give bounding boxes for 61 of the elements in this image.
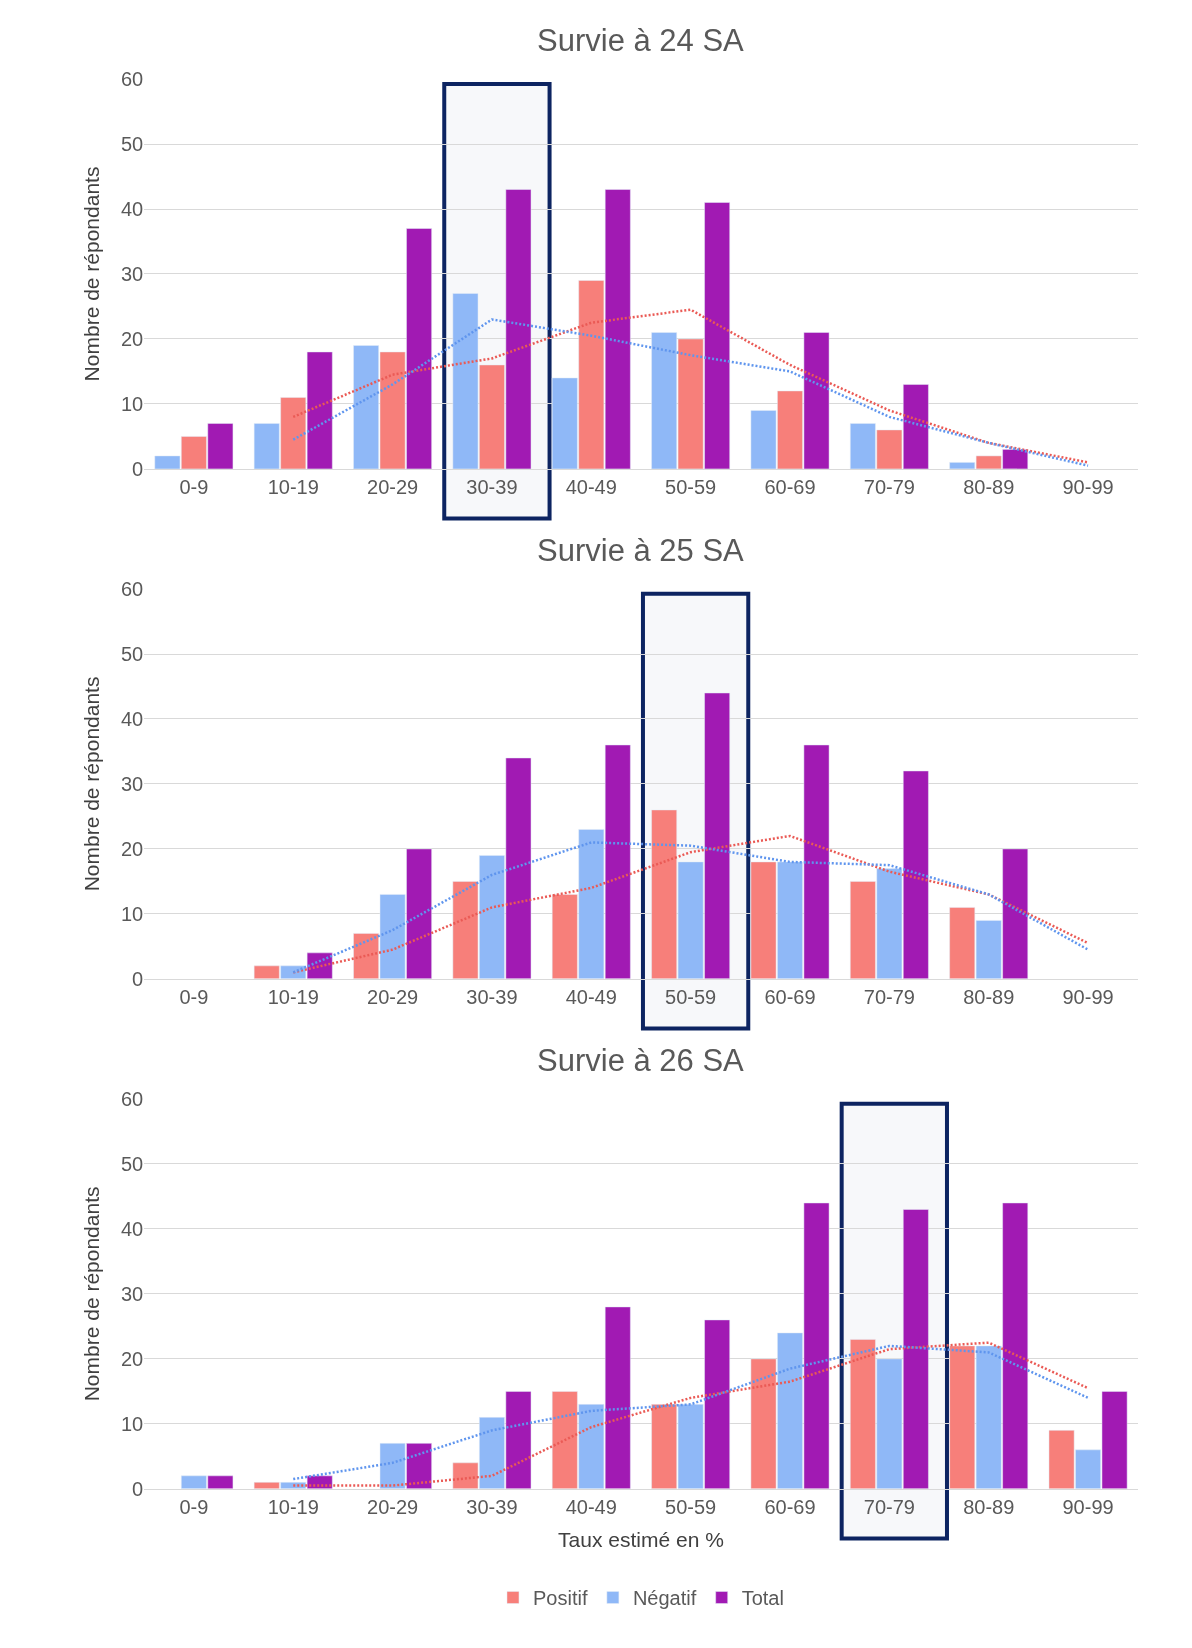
x-tick-label: 30-39 <box>466 985 518 1008</box>
x-tick-label: 40-49 <box>565 985 617 1008</box>
y-tick-label: 60 <box>120 68 144 91</box>
y-tick-label: 30 <box>120 772 144 795</box>
x-tick-label: 20-29 <box>367 475 419 498</box>
y-tick-label: 30 <box>120 1282 144 1305</box>
x-tick-label: 10-19 <box>267 475 319 498</box>
x-tick-label: 0-9 <box>179 475 209 498</box>
x-tick-label: 50-59 <box>665 475 717 498</box>
y-tick-label: 50 <box>120 643 144 666</box>
y-tick-label: 30 <box>120 262 144 285</box>
x-axis-title: Taux estimé en % <box>558 1528 724 1552</box>
y-axis-title: Nombre de répondants <box>80 676 104 892</box>
chart-title: Survie à 24 SA <box>537 23 745 58</box>
x-tick-label: 60-69 <box>764 985 816 1008</box>
y-tick-label: 20 <box>120 1347 144 1370</box>
y-tick-label: 40 <box>120 1217 144 1240</box>
x-tick-label: 30-39 <box>466 1495 518 1518</box>
x-tick-label: 20-29 <box>367 1495 419 1518</box>
x-tick-label: 0-9 <box>179 985 209 1008</box>
x-tick-label: 30-39 <box>466 475 518 498</box>
y-tick-label: 0 <box>132 1477 144 1500</box>
y-tick-label: 10 <box>120 1412 144 1435</box>
y-tick-label: 20 <box>120 327 144 350</box>
x-tick-label: 70-79 <box>863 1495 915 1518</box>
x-tick-label: 50-59 <box>665 985 717 1008</box>
legend-label: Positif <box>532 1587 588 1610</box>
x-tick-label: 60-69 <box>764 475 816 498</box>
chart-title: Survie à 26 SA <box>537 1043 745 1078</box>
x-tick-label: 90-99 <box>1062 1495 1114 1518</box>
x-tick-label: 70-79 <box>863 985 915 1008</box>
y-tick-label: 10 <box>120 392 144 415</box>
chart-title: Survie à 25 SA <box>537 533 745 568</box>
x-tick-label: 70-79 <box>863 475 915 498</box>
x-tick-label: 90-99 <box>1062 985 1114 1008</box>
x-tick-label: 20-29 <box>367 985 419 1008</box>
y-tick-label: 40 <box>120 707 144 730</box>
y-tick-label: 0 <box>132 457 144 480</box>
x-tick-label: 10-19 <box>267 1495 319 1518</box>
y-tick-label: 20 <box>120 837 144 860</box>
x-tick-label: 60-69 <box>764 1495 816 1518</box>
x-tick-label: 90-99 <box>1062 475 1114 498</box>
x-tick-label: 80-89 <box>963 1495 1015 1518</box>
y-tick-label: 10 <box>120 902 144 925</box>
y-tick-label: 50 <box>120 1152 144 1175</box>
y-tick-label: 50 <box>120 133 144 156</box>
y-axis-title: Nombre de répondants <box>80 1186 104 1402</box>
legend-label: Total <box>741 1587 784 1610</box>
y-tick-label: 60 <box>120 1088 144 1111</box>
x-tick-label: 80-89 <box>963 985 1015 1008</box>
x-tick-label: 10-19 <box>267 985 319 1008</box>
x-tick-label: 80-89 <box>963 475 1015 498</box>
legend-label: Négatif <box>632 1587 697 1610</box>
y-tick-label: 60 <box>120 578 144 601</box>
x-tick-label: 40-49 <box>565 1495 617 1518</box>
x-tick-label: 50-59 <box>665 1495 717 1518</box>
x-tick-label: 0-9 <box>179 1495 209 1518</box>
x-tick-label: 40-49 <box>565 475 617 498</box>
y-tick-label: 40 <box>120 198 144 221</box>
y-axis-title: Nombre de répondants <box>80 166 104 382</box>
y-tick-label: 0 <box>132 967 144 990</box>
